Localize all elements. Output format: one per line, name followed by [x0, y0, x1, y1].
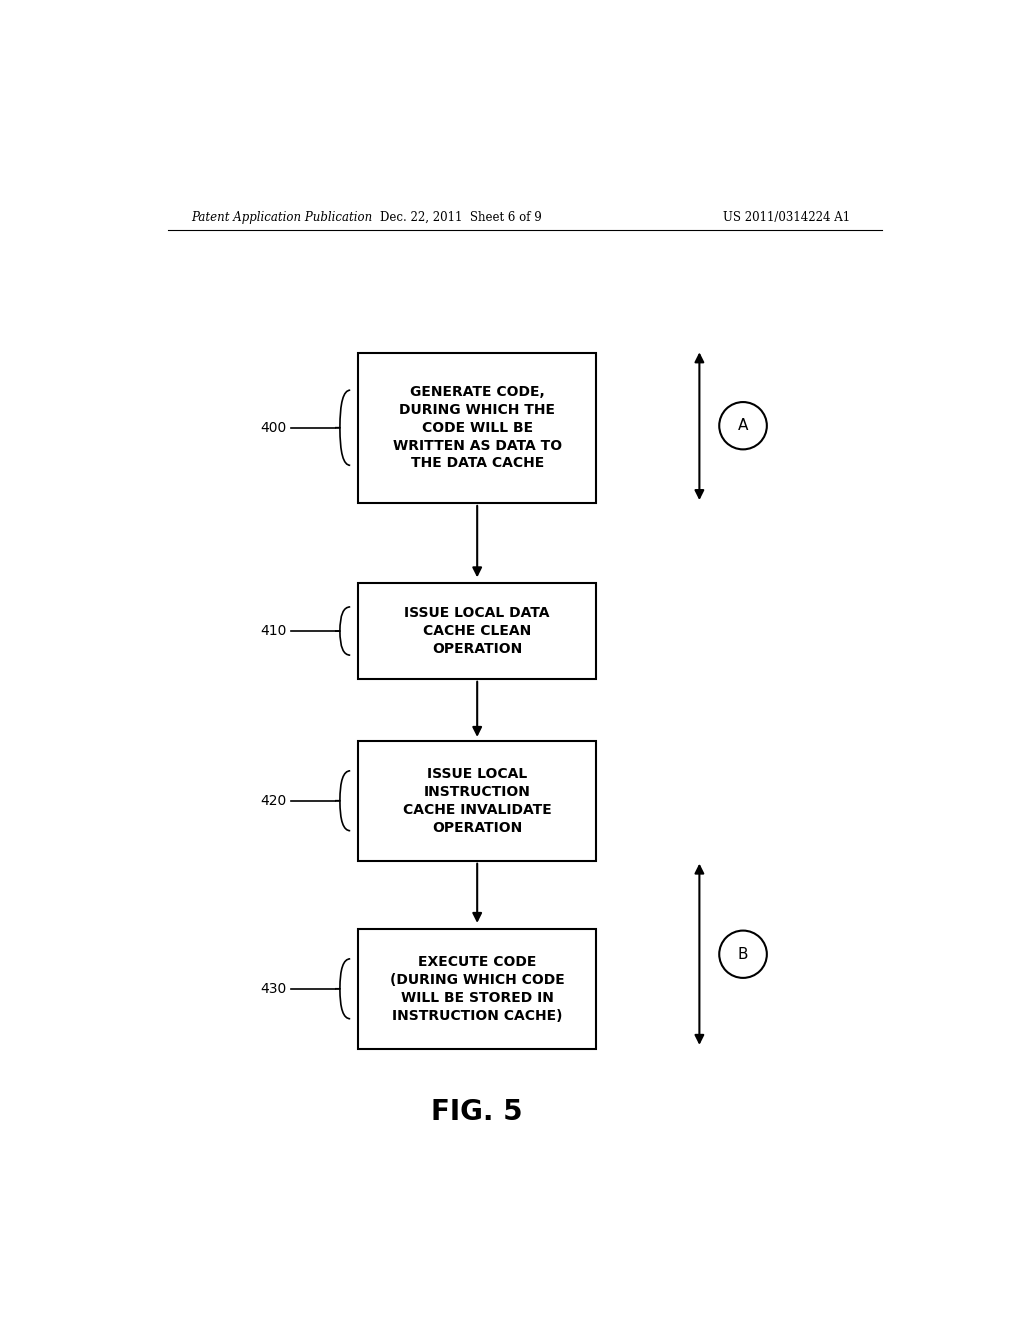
FancyBboxPatch shape — [358, 929, 596, 1049]
Text: 410: 410 — [260, 624, 287, 638]
Text: GENERATE CODE,
DURING WHICH THE
CODE WILL BE
WRITTEN AS DATA TO
THE DATA CACHE: GENERATE CODE, DURING WHICH THE CODE WIL… — [392, 385, 562, 470]
Text: B: B — [737, 946, 749, 962]
Text: EXECUTE CODE
(DURING WHICH CODE
WILL BE STORED IN
INSTRUCTION CACHE): EXECUTE CODE (DURING WHICH CODE WILL BE … — [390, 956, 564, 1023]
Text: ISSUE LOCAL DATA
CACHE CLEAN
OPERATION: ISSUE LOCAL DATA CACHE CLEAN OPERATION — [404, 606, 550, 656]
FancyBboxPatch shape — [358, 741, 596, 861]
Text: FIG. 5: FIG. 5 — [431, 1098, 523, 1126]
Text: ISSUE LOCAL
INSTRUCTION
CACHE INVALIDATE
OPERATION: ISSUE LOCAL INSTRUCTION CACHE INVALIDATE… — [402, 767, 552, 834]
Text: A: A — [738, 418, 749, 433]
Ellipse shape — [719, 403, 767, 449]
Text: Patent Application Publication: Patent Application Publication — [191, 211, 373, 224]
Text: 400: 400 — [260, 421, 287, 434]
Text: 430: 430 — [260, 982, 287, 995]
Text: US 2011/0314224 A1: US 2011/0314224 A1 — [723, 211, 850, 224]
Ellipse shape — [719, 931, 767, 978]
Text: 420: 420 — [260, 793, 287, 808]
Text: Dec. 22, 2011  Sheet 6 of 9: Dec. 22, 2011 Sheet 6 of 9 — [381, 211, 542, 224]
FancyBboxPatch shape — [358, 582, 596, 680]
FancyBboxPatch shape — [358, 352, 596, 503]
